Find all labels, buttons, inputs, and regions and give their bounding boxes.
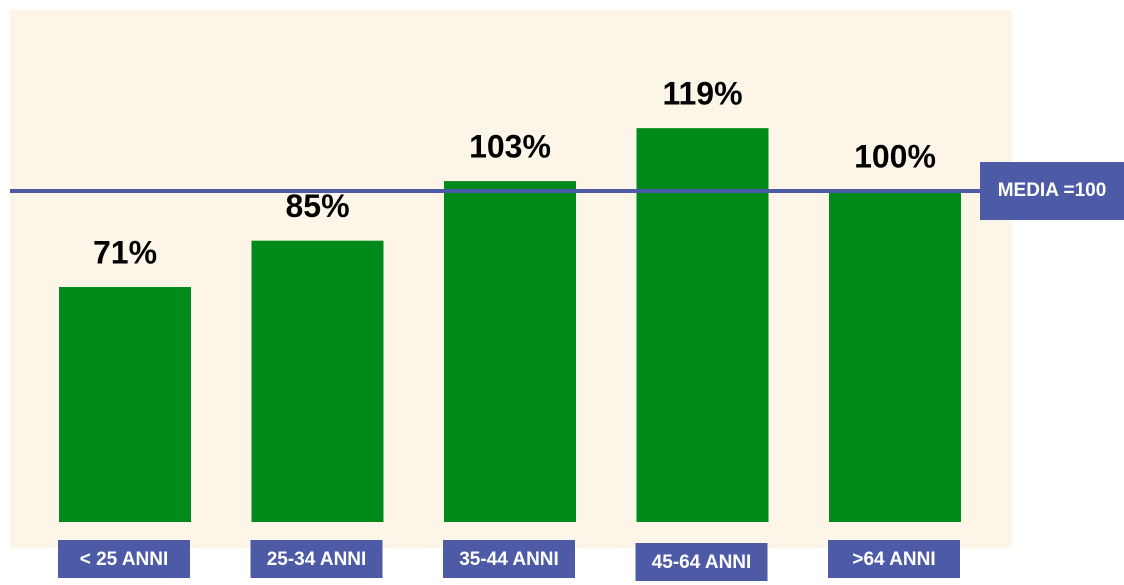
value-label: 119% [662, 76, 742, 112]
bar [829, 191, 961, 522]
value-label: 103% [469, 129, 551, 165]
bar [59, 287, 191, 522]
category-label: 25-34 ANNI [267, 549, 367, 570]
value-label: 100% [854, 138, 936, 174]
category-label: < 25 ANNI [80, 549, 169, 570]
category-label: >64 ANNI [852, 549, 935, 570]
bar [444, 181, 576, 523]
category-label: 45-64 ANNI [652, 552, 752, 573]
category-box [828, 540, 960, 578]
value-label: 85% [285, 188, 349, 224]
category-box [443, 540, 575, 578]
category-box [58, 540, 190, 578]
category-label: 35-44 ANNI [459, 549, 559, 570]
reference-box [980, 162, 1124, 221]
category-box [635, 543, 768, 581]
category-box [250, 540, 383, 578]
reference-label: MEDIA =100 [998, 180, 1107, 201]
bar [251, 240, 384, 522]
bar [636, 128, 769, 523]
value-label: 71% [93, 234, 157, 270]
